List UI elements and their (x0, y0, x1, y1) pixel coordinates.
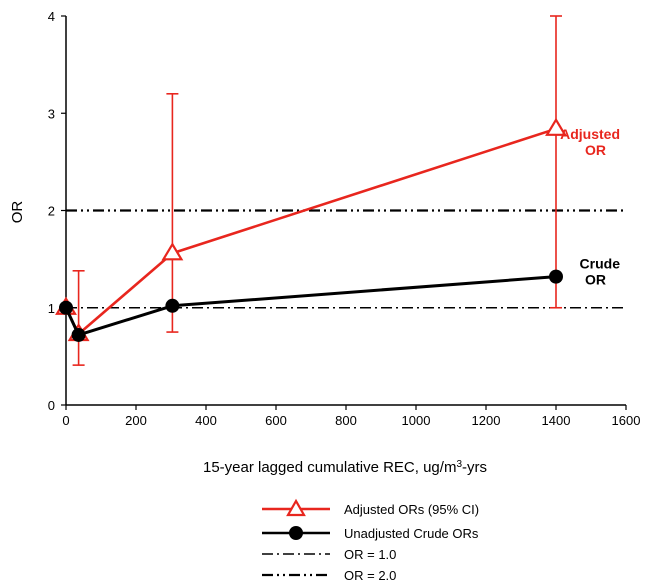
x-tick-label: 400 (195, 413, 217, 428)
series-line-adjusted (64, 127, 557, 336)
y-axis-title: OR (9, 201, 26, 224)
legend-label: Adjusted ORs (95% CI) (344, 502, 479, 517)
y-tick-label: 1 (48, 301, 55, 316)
x-tick-label: 0 (62, 413, 69, 428)
y-tick-label: 4 (48, 9, 55, 24)
series-annotation: Crude OR (580, 256, 621, 288)
legend: Adjusted ORs (95% CI) Unadjusted Crude OR… (262, 498, 479, 583)
annotation-line: Adjusted (560, 126, 620, 142)
y-tick-label: 3 (48, 106, 55, 121)
series-annotation: Adjusted OR (560, 126, 620, 158)
data-point-crude (549, 269, 563, 284)
x-tick-label: 1600 (612, 413, 641, 428)
annotation-line: Crude (580, 256, 621, 272)
annotation-line: OR (585, 142, 606, 158)
x-tick-label: 600 (265, 413, 287, 428)
data-point-crude (165, 298, 180, 313)
data-point-crude (59, 300, 73, 315)
x-tick-label: 200 (125, 413, 147, 428)
data-point-adjusted (545, 117, 567, 136)
legend-label: OR = 1.0 (344, 547, 396, 562)
x-axis-title: 15-year lagged cumulative REC, ug/m3-yrs (203, 459, 487, 477)
annotation-line: OR (585, 272, 606, 288)
x-tick-label: 1000 (402, 413, 431, 428)
data-point-adjusted (161, 242, 184, 261)
x-tick-label: 1400 (542, 413, 571, 428)
x-tick-label: 1200 (472, 413, 501, 428)
legend-label: OR = 2.0 (344, 568, 396, 583)
legend-marker-triangle (286, 498, 306, 517)
legend-marker-circle (289, 526, 303, 540)
data-point-crude (71, 327, 86, 342)
y-tick-label: 2 (48, 204, 55, 219)
y-tick-label: 0 (48, 398, 55, 413)
legend-label: Unadjusted Crude ORs (344, 526, 479, 541)
x-tick-label: 800 (335, 413, 357, 428)
series-line-crude (64, 275, 557, 337)
